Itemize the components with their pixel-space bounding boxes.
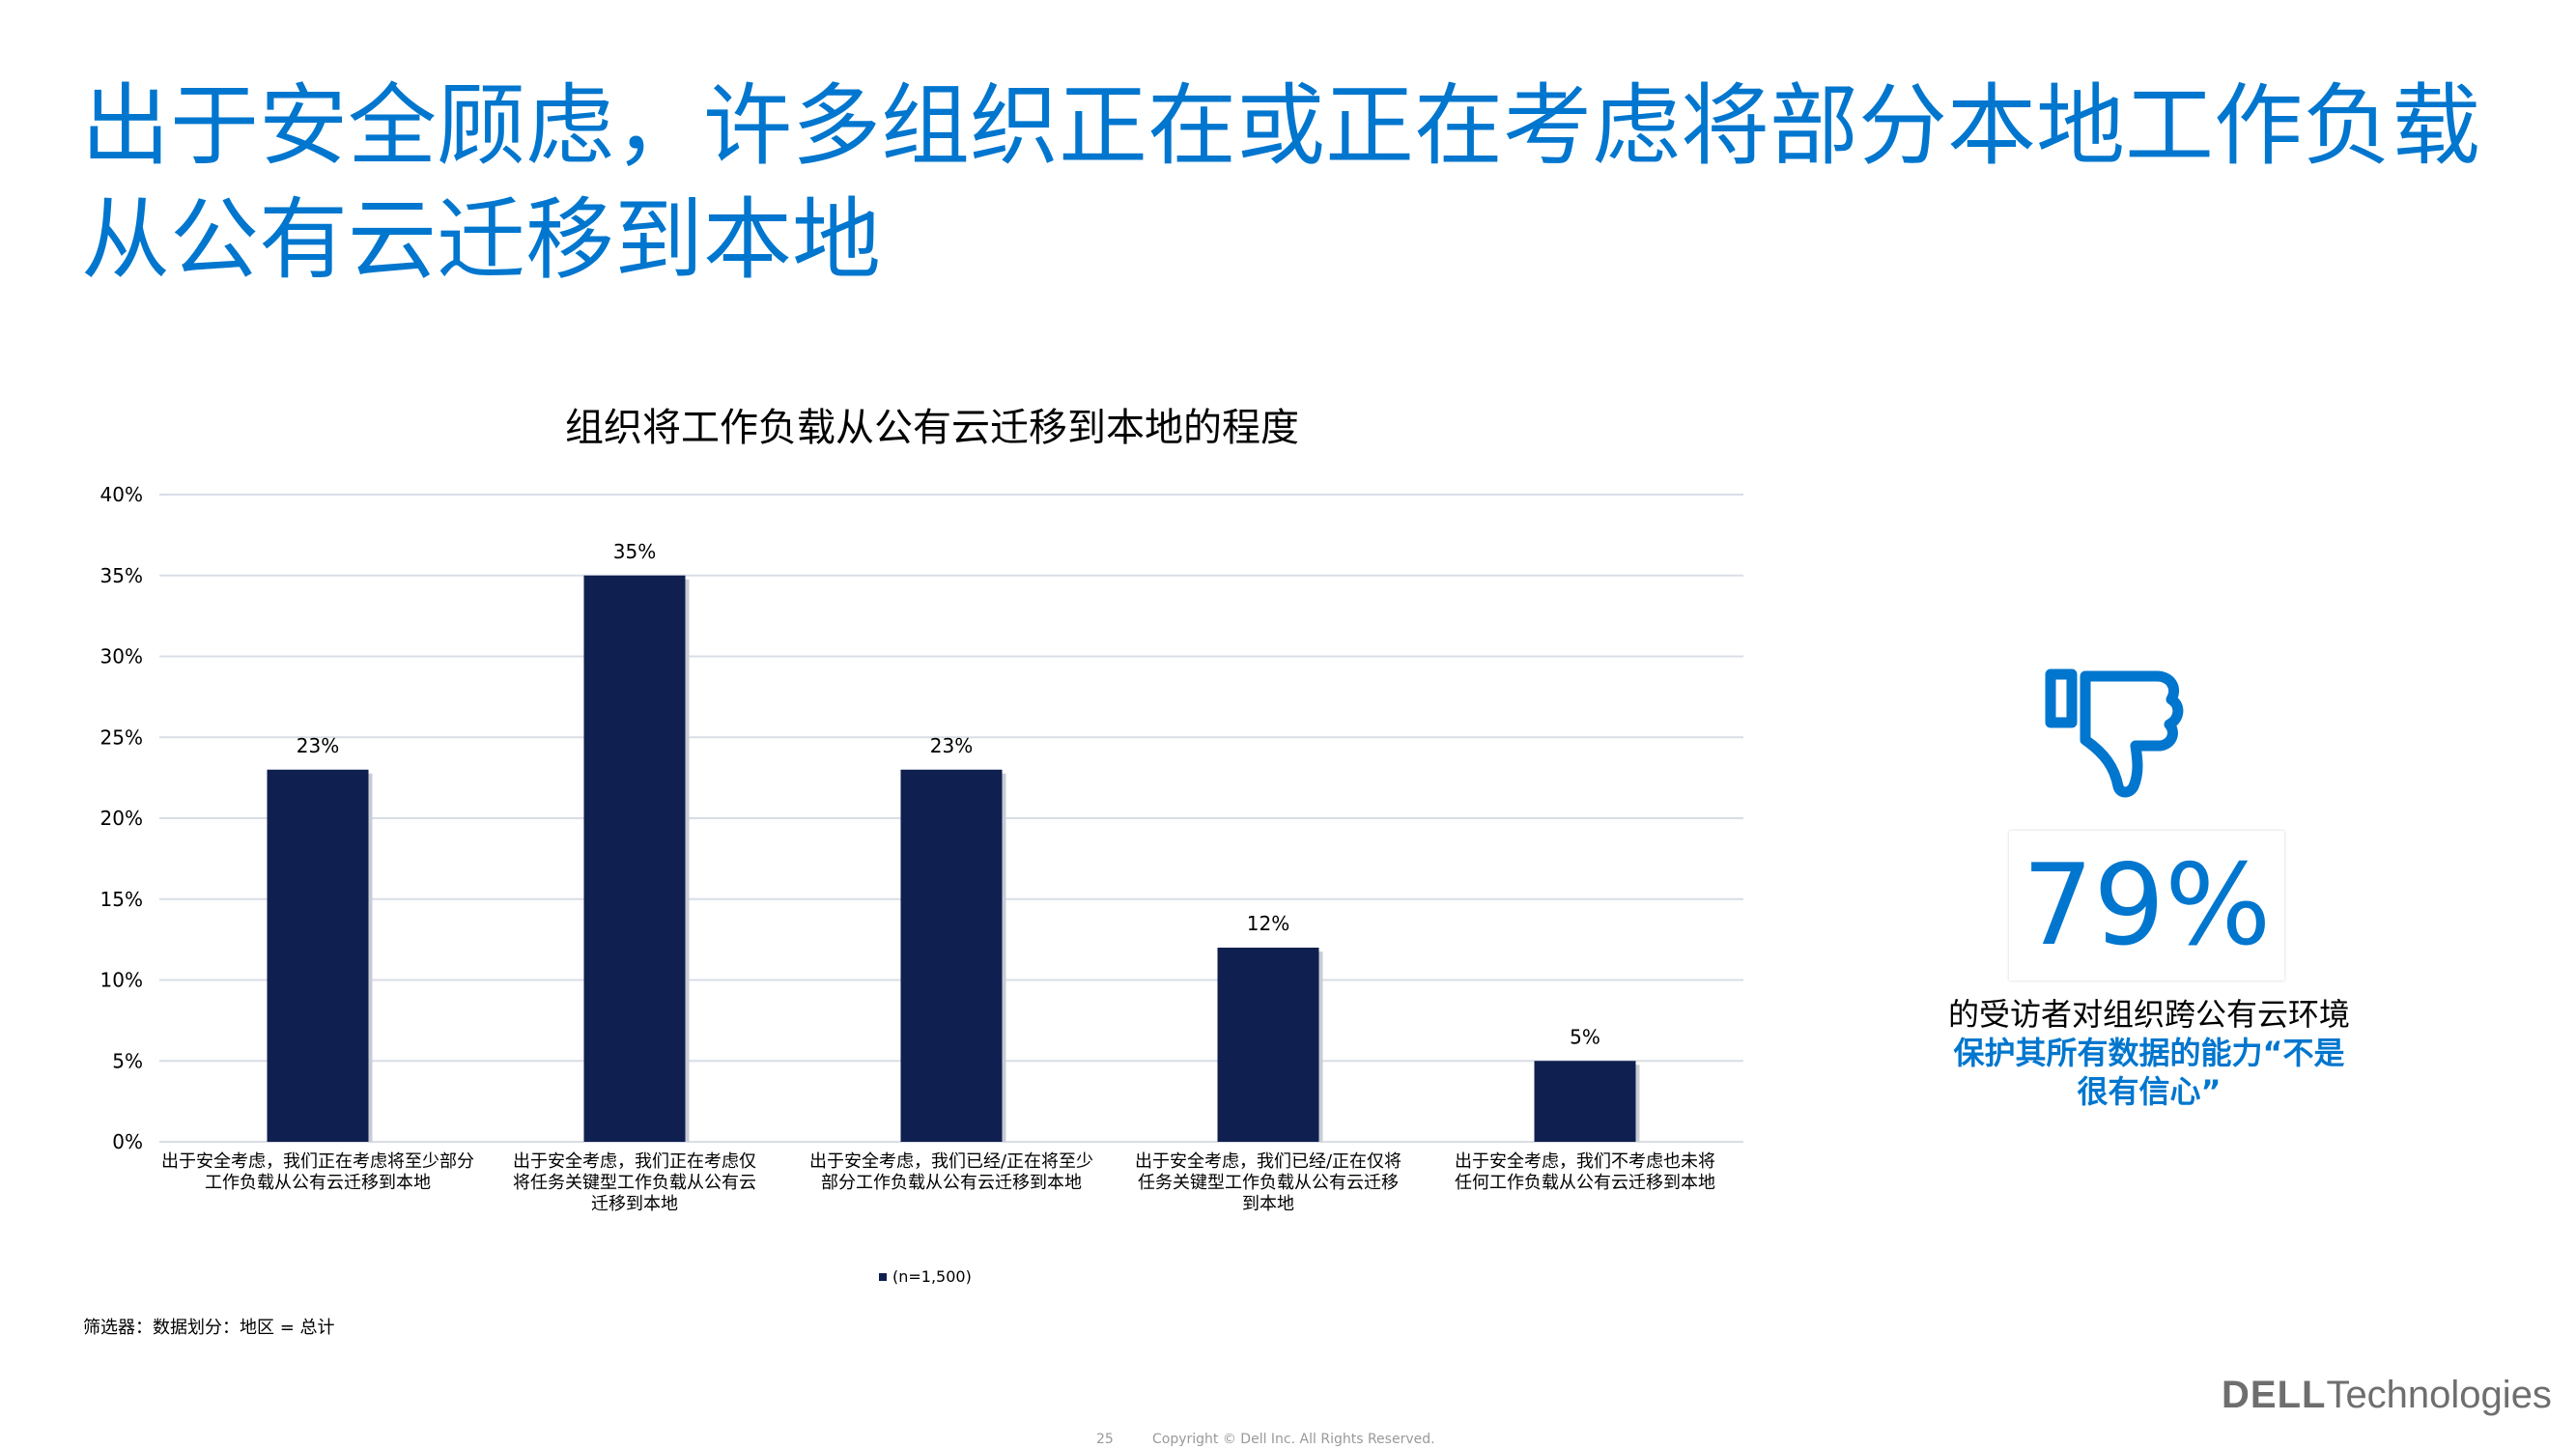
x-tick-label: 出于安全考虑，我们已经/正在将至少部分工作负载从公有云迁移到本地 bbox=[809, 1151, 1093, 1193]
slide-title: 出于安全顾虑，许多组织正在或正在考虑将部分本地工作负载 从公有云迁移到本地 bbox=[81, 70, 2496, 298]
x-tick-label-line: 将任务关键型工作负载从公有云 bbox=[513, 1173, 756, 1193]
y-tick-label: 35% bbox=[100, 564, 143, 587]
stat-description: 的受访者对组织跨公有云环境 保护其所有数据的能力“不是 很有信心” bbox=[1835, 995, 2463, 1111]
x-tick-label-line: 迁移到本地 bbox=[591, 1194, 678, 1214]
y-tick-label: 5% bbox=[112, 1049, 143, 1072]
x-tick-label-line: 出于安全考虑，我们已经/正在将至少 bbox=[809, 1151, 1093, 1172]
slide-title-line-2: 从公有云迁移到本地 bbox=[81, 188, 882, 292]
stat-value: 79% bbox=[2022, 839, 2272, 971]
x-tick-label: 出于安全考虑，我们正在考虑仅将任务关键型工作负载从公有云迁移到本地 bbox=[513, 1151, 756, 1214]
page-number: 25 bbox=[1096, 1432, 1114, 1447]
x-tick-label-line: 出于安全考虑，我们不考虑也未将 bbox=[1455, 1151, 1715, 1172]
y-tick-label: 20% bbox=[100, 807, 143, 830]
data-label: 5% bbox=[1570, 1025, 1600, 1048]
bar bbox=[267, 769, 369, 1142]
copyright-text: Copyright © Dell Inc. All Rights Reserve… bbox=[1152, 1432, 1435, 1447]
bar bbox=[583, 575, 686, 1142]
brand-technologies: Technologies bbox=[2326, 1374, 2552, 1416]
brand-dell: DELL bbox=[2222, 1374, 2327, 1416]
x-tick-label-line: 到本地 bbox=[1242, 1194, 1294, 1214]
x-tick-label: 出于安全考虑，我们不考虑也未将任何工作负载从公有云迁移到本地 bbox=[1455, 1151, 1715, 1193]
data-label: 23% bbox=[930, 734, 973, 757]
x-tick-label-line: 任何工作负载从公有云迁移到本地 bbox=[1455, 1173, 1715, 1193]
x-tick-label-line: 出于安全考虑，我们正在考虑仅 bbox=[513, 1151, 756, 1172]
x-tick-label-line: 工作负载从公有云迁移到本地 bbox=[205, 1173, 431, 1193]
y-tick-label: 40% bbox=[100, 483, 143, 506]
x-tick-label-line: 部分工作负载从公有云迁移到本地 bbox=[821, 1173, 1082, 1193]
chart-legend: (n=1,500) bbox=[879, 1267, 972, 1286]
data-label: 35% bbox=[613, 540, 656, 563]
dell-technologies-logo: DELLTechnologies bbox=[2222, 1374, 2552, 1417]
y-tick-label: 10% bbox=[100, 969, 143, 992]
stat-line-1: 的受访者对组织跨公有云环境 bbox=[1947, 996, 2350, 1033]
thumbs-down-icon bbox=[2045, 668, 2184, 798]
bar bbox=[1217, 948, 1319, 1142]
legend-label: (n=1,500) bbox=[892, 1267, 972, 1286]
x-tick-label-line: 出于安全考虑，我们已经/正在仅将 bbox=[1135, 1151, 1401, 1172]
stat-box: 79% bbox=[2009, 831, 2284, 980]
stat-line-3: 很有信心” bbox=[2077, 1073, 2222, 1110]
y-tick-label: 25% bbox=[100, 725, 143, 749]
y-tick-label: 30% bbox=[100, 645, 143, 668]
x-tick-label-line: 出于安全考虑，我们正在考虑将至少部分 bbox=[161, 1151, 474, 1172]
x-tick-label: 出于安全考虑，我们已经/正在仅将任务关键型工作负载从公有云迁移到本地 bbox=[1135, 1151, 1401, 1214]
x-tick-label-line: 任务关键型工作负载从公有云迁移 bbox=[1138, 1173, 1399, 1193]
filter-note: 筛选器：数据划分：地区 = 总计 bbox=[83, 1318, 335, 1338]
bar bbox=[1534, 1061, 1636, 1142]
y-tick-label: 0% bbox=[112, 1130, 143, 1153]
bar bbox=[900, 769, 1003, 1142]
slide-title-line-1: 出于安全顾虑，许多组织正在或正在考虑将部分本地工作负载 bbox=[81, 74, 2481, 178]
chart-title: 组织将工作负载从公有云迁移到本地的程度 bbox=[565, 406, 1299, 450]
y-tick-label: 15% bbox=[100, 888, 143, 911]
data-label: 23% bbox=[297, 734, 339, 757]
data-label: 12% bbox=[1247, 912, 1289, 935]
x-tick-label: 出于安全考虑，我们正在考虑将至少部分工作负载从公有云迁移到本地 bbox=[161, 1151, 474, 1193]
stat-line-2: 保护其所有数据的能力“不是 bbox=[1953, 1035, 2345, 1071]
legend-swatch bbox=[879, 1272, 887, 1281]
